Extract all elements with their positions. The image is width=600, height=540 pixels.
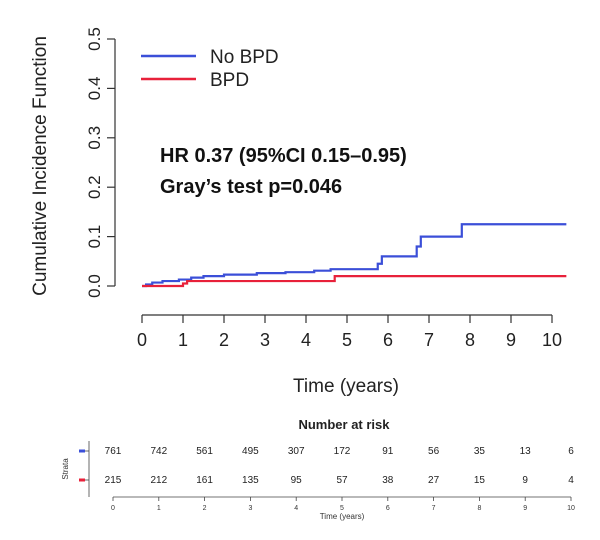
- risk-x-tick-label: 7: [432, 505, 436, 512]
- x-axis: 0 1 2 3 4 5 6 7 8 9 10: [137, 314, 562, 350]
- risk-x-tick-label: 0: [111, 505, 115, 512]
- risk-cell: 56: [428, 446, 440, 457]
- x-tick-label: 4: [301, 330, 311, 350]
- legend-label-no-bpd: No BPD: [210, 47, 279, 68]
- risk-cell: 91: [382, 446, 394, 457]
- series-line-bpd: [142, 275, 567, 288]
- risk-cell: 307: [288, 446, 305, 457]
- risk-cell: 215: [105, 475, 122, 486]
- y-axis: 0.0 0.1 0.2 0.3 0.4 0.5: [85, 27, 116, 298]
- risk-x-tick-label: 6: [386, 505, 390, 512]
- risk-cell: 761: [105, 446, 122, 457]
- risk-cell: 9: [522, 475, 528, 486]
- risk-cell: 172: [334, 446, 351, 457]
- x-tick-label: 3: [260, 330, 270, 350]
- risk-x-tick-label: 9: [523, 505, 527, 512]
- risk-cell: 57: [336, 475, 348, 486]
- risk-table-x-label: Time (years): [320, 512, 365, 521]
- x-tick-label: 1: [178, 330, 188, 350]
- hazard-ratio-annotation: HR 0.37 (95%CI 0.15–0.95): [160, 145, 407, 167]
- risk-cell: 4: [568, 475, 574, 486]
- y-tick-label: 0.2: [85, 175, 104, 199]
- y-tick-label: 0.1: [85, 225, 104, 249]
- grays-test-annotation: Gray’s test p=0.046: [160, 176, 342, 198]
- risk-x-tick-label: 3: [248, 505, 252, 512]
- risk-cell: 161: [196, 475, 213, 486]
- y-tick-label: 0.4: [85, 77, 104, 101]
- x-tick-label: 10: [542, 330, 562, 350]
- x-tick-label: 0: [137, 330, 147, 350]
- risk-x-tick-label: 1: [157, 505, 161, 512]
- risk-cell: 742: [150, 446, 167, 457]
- risk-cell: 495: [242, 446, 259, 457]
- risk-x-tick-label: 10: [567, 505, 575, 512]
- risk-cell: 6: [568, 446, 574, 457]
- risk-cell: 27: [428, 475, 440, 486]
- risk-x-tick-label: 8: [477, 505, 481, 512]
- x-tick-label: 6: [383, 330, 393, 350]
- risk-cell: 212: [150, 475, 167, 486]
- y-tick-label: 0.3: [85, 126, 104, 150]
- y-tick-label: 0.5: [85, 27, 104, 51]
- risk-cell: 95: [291, 475, 303, 486]
- y-tick-label: 0.0: [85, 274, 104, 298]
- risk-cell: 35: [474, 446, 486, 457]
- risk-table-x-ticks: 0 1 2 3 4 5 6 7 8 9 10: [111, 497, 575, 512]
- risk-cell: 135: [242, 475, 259, 486]
- risk-cell: 38: [382, 475, 394, 486]
- x-axis-label: Time (years): [293, 376, 399, 397]
- y-axis-label: Cumulative Incidence Function: [30, 36, 51, 296]
- legend-label-bpd: BPD: [210, 70, 249, 91]
- risk-table-title: Number at risk: [298, 417, 390, 432]
- x-tick-label: 2: [219, 330, 229, 350]
- risk-table-strata-label: Strata: [61, 458, 70, 480]
- risk-x-tick-label: 2: [203, 505, 207, 512]
- risk-table: Number at risk Strata 761 742 561 495 307 172…: [61, 417, 575, 521]
- risk-x-tick-label: 5: [340, 505, 344, 512]
- risk-x-tick-label: 4: [294, 505, 298, 512]
- x-tick-label: 7: [424, 330, 434, 350]
- series-group: [142, 223, 567, 288]
- series-line-no-bpd: [142, 223, 567, 288]
- x-tick-label: 5: [342, 330, 352, 350]
- x-tick-label: 9: [506, 330, 516, 350]
- risk-cell: 561: [196, 446, 213, 457]
- risk-cell: 13: [520, 446, 532, 457]
- x-tick-label: 8: [465, 330, 475, 350]
- legend: No BPD BPD: [141, 47, 279, 91]
- risk-cell: 15: [474, 475, 486, 486]
